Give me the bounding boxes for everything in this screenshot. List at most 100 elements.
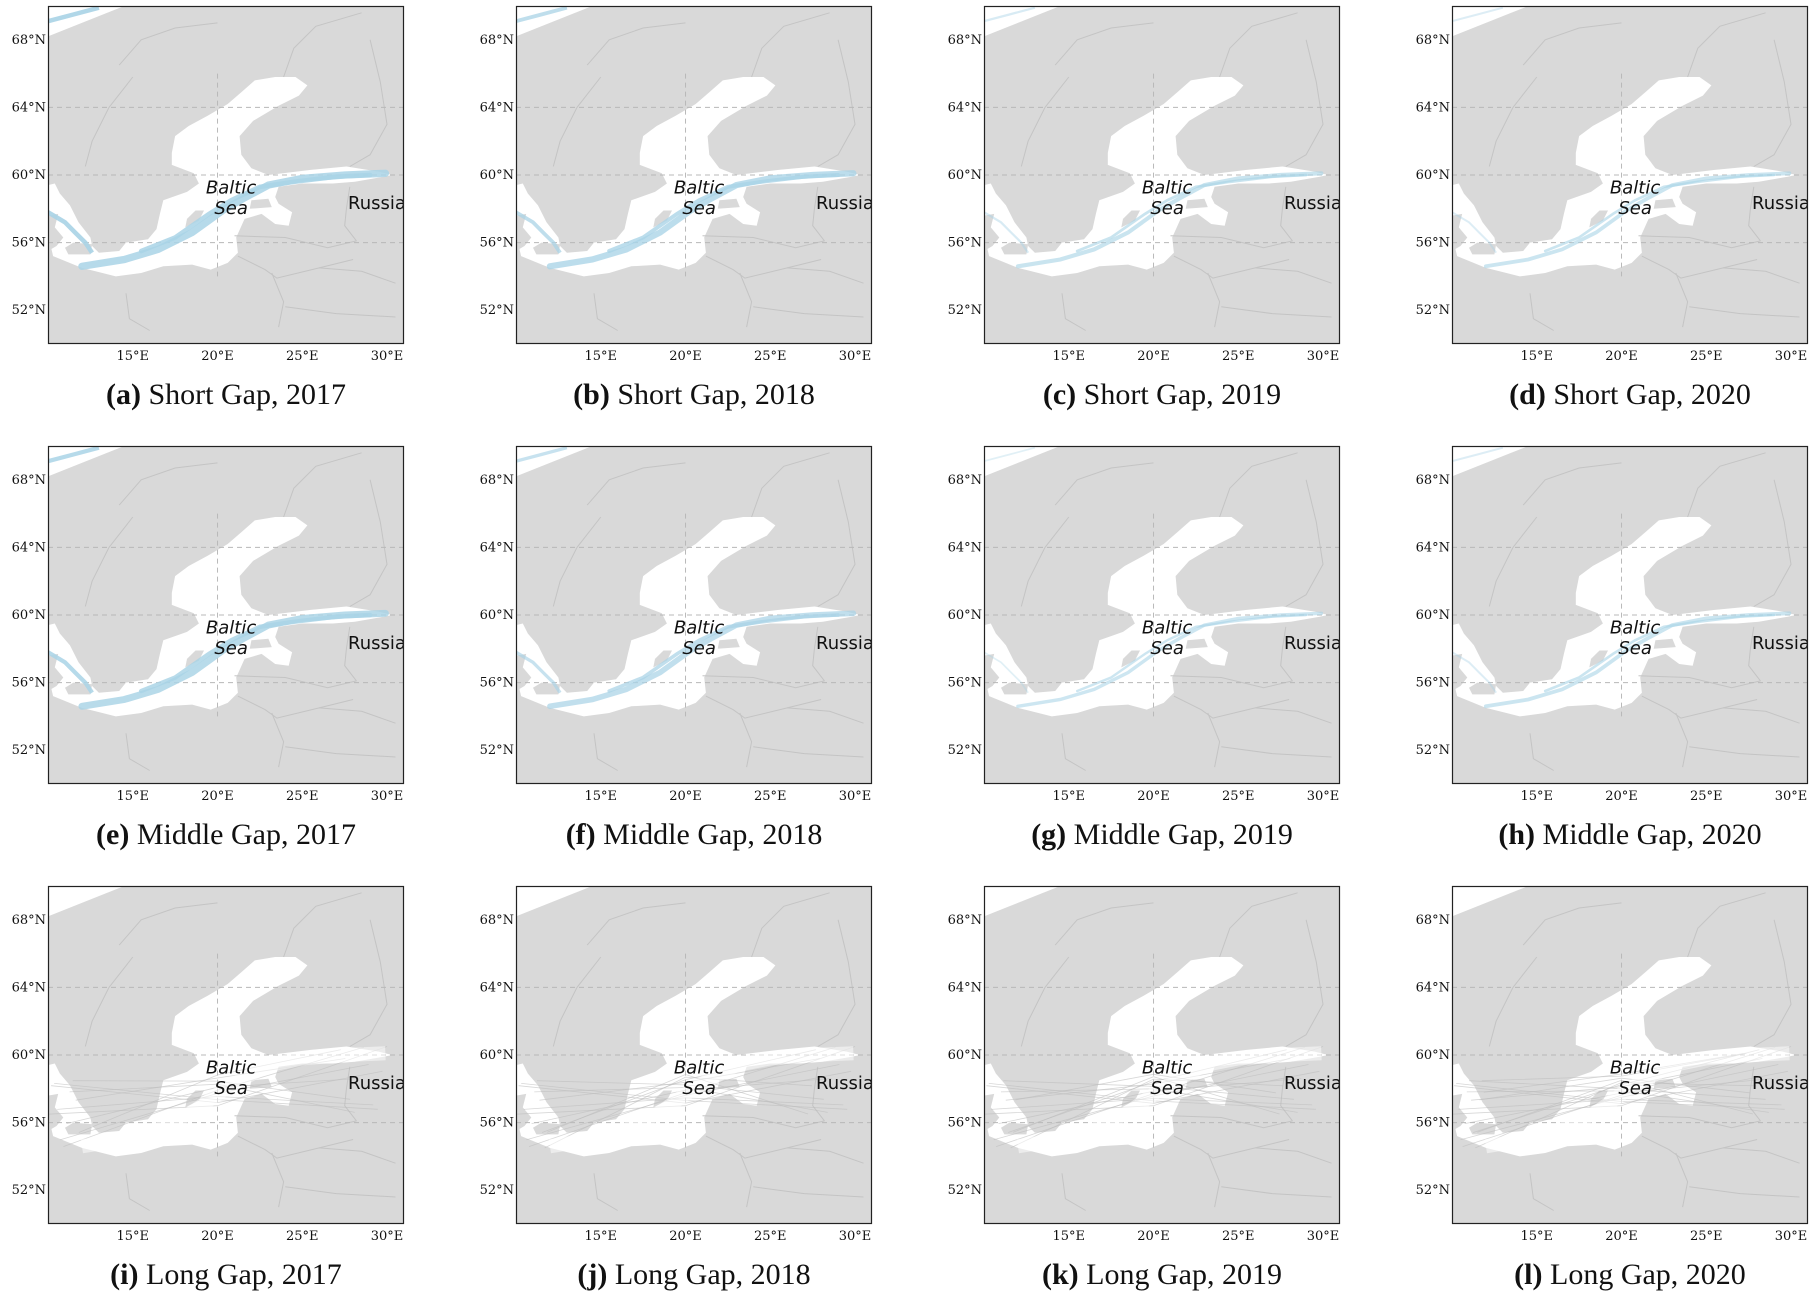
country-border	[118, 22, 218, 66]
country-border	[1173, 1135, 1290, 1159]
map-frame	[983, 445, 1341, 785]
lat-tick-label: 64°N	[1416, 100, 1450, 115]
sea-label-line2: Sea	[682, 198, 716, 219]
vessel-track	[1543, 173, 1776, 253]
baltic-sea-water	[516, 517, 861, 717]
panel-caption: (j) Long Gap, 2018	[476, 1258, 912, 1292]
vessel-track	[1452, 6, 1504, 23]
lon-tick-label: 25°E	[754, 789, 787, 804]
country-border	[1687, 452, 1766, 518]
lon-tick-label: 20°E	[1605, 1229, 1638, 1244]
country-border	[84, 516, 134, 607]
baltic-sea-water	[984, 517, 1329, 717]
panel-label: (g)	[1031, 818, 1067, 851]
country-border	[705, 255, 822, 279]
vessel-track	[48, 1046, 388, 1115]
lat-tick-label: 64°N	[480, 540, 514, 555]
country-border	[283, 892, 362, 958]
island	[516, 1093, 532, 1131]
lon-tick-label: 15°E	[584, 789, 617, 804]
country-border	[1219, 12, 1298, 78]
map-frame	[47, 445, 405, 785]
country-border	[234, 1115, 357, 1129]
vessel-track	[516, 650, 562, 694]
vessel-track	[1452, 211, 1497, 254]
country-border	[319, 267, 396, 284]
lon-tick-label: 15°E	[116, 1229, 149, 1244]
country-border	[586, 902, 686, 946]
country-label-russia: Russia	[816, 193, 874, 214]
country-border	[1689, 306, 1800, 318]
country-border	[319, 1147, 396, 1164]
lon-tick-label: 15°E	[1052, 789, 1085, 804]
lon-tick-label: 20°E	[1137, 789, 1170, 804]
country-border	[237, 255, 354, 279]
lat-tick-label: 52°N	[948, 743, 982, 758]
country-border	[1207, 272, 1221, 328]
vessel-track	[1075, 173, 1308, 253]
country-border	[702, 235, 825, 249]
vessel-track	[547, 1074, 809, 1133]
vessel-track	[1452, 446, 1504, 463]
lat-tick-label: 68°N	[948, 473, 982, 488]
lat-tick-label: 56°N	[12, 1116, 46, 1131]
country-border	[753, 746, 864, 758]
lat-tick-label: 52°N	[480, 743, 514, 758]
panel-caption-text: Short Gap, 2019	[1083, 378, 1282, 411]
sea-label-line1: Baltic	[206, 178, 256, 199]
lat-tick-label: 68°N	[948, 913, 982, 928]
sea-label-line1: Baltic	[1610, 1058, 1660, 1079]
country-border	[1285, 919, 1324, 1047]
lon-tick-label: 30°E	[1775, 1229, 1808, 1244]
vessel-track	[69, 1083, 355, 1113]
lat-tick-label: 60°N	[948, 168, 982, 183]
vessel-track	[48, 446, 100, 464]
country-border	[1488, 76, 1538, 167]
sea-label-line1: Baltic	[1142, 1058, 1192, 1079]
lat-tick-label: 68°N	[480, 33, 514, 48]
island	[48, 1093, 64, 1131]
north-sea-water	[984, 886, 1061, 917]
country-border	[234, 235, 357, 249]
vessel-track	[1452, 651, 1497, 694]
country-border	[1170, 235, 1293, 249]
country-border	[1255, 267, 1332, 284]
country-border	[118, 462, 218, 506]
north-sea-water	[48, 886, 125, 917]
panel-caption-text: Middle Gap, 2018	[603, 818, 823, 851]
lat-tick-label: 60°N	[480, 608, 514, 623]
sea-label-line1: Baltic	[1610, 178, 1660, 199]
baltic-sea-water	[48, 77, 393, 277]
vessel-track	[1076, 613, 1308, 693]
map-frame	[47, 5, 405, 345]
panel-caption: (l) Long Gap, 2020	[1412, 1258, 1818, 1292]
country-border	[552, 516, 602, 607]
island	[717, 198, 740, 209]
vessel-track	[72, 1080, 351, 1100]
country-border	[1207, 712, 1221, 768]
lon-tick-label: 30°E	[839, 349, 872, 364]
country-border	[349, 39, 388, 167]
country-border	[1221, 306, 1332, 318]
baltic-sea-water	[516, 957, 861, 1157]
island	[1589, 210, 1608, 228]
island	[984, 1093, 1000, 1131]
lon-tick-label: 30°E	[839, 789, 872, 804]
lat-tick-label: 52°N	[12, 1183, 46, 1198]
sea-label-line1: Baltic	[206, 1058, 256, 1079]
country-border	[84, 956, 134, 1047]
vessel-track	[536, 1080, 824, 1100]
sea-label-line1: Baltic	[1142, 178, 1192, 199]
baltic-sea-water	[1452, 957, 1797, 1157]
country-border	[1675, 272, 1689, 328]
vessel-track	[544, 1076, 813, 1149]
country-border	[593, 733, 618, 771]
panel-caption: (b) Short Gap, 2018	[476, 378, 912, 412]
lon-tick-label: 20°E	[201, 349, 234, 364]
map-frame	[983, 5, 1341, 345]
lon-tick-label: 25°E	[286, 789, 319, 804]
country-border	[1638, 1115, 1761, 1129]
country-border	[552, 956, 602, 1047]
